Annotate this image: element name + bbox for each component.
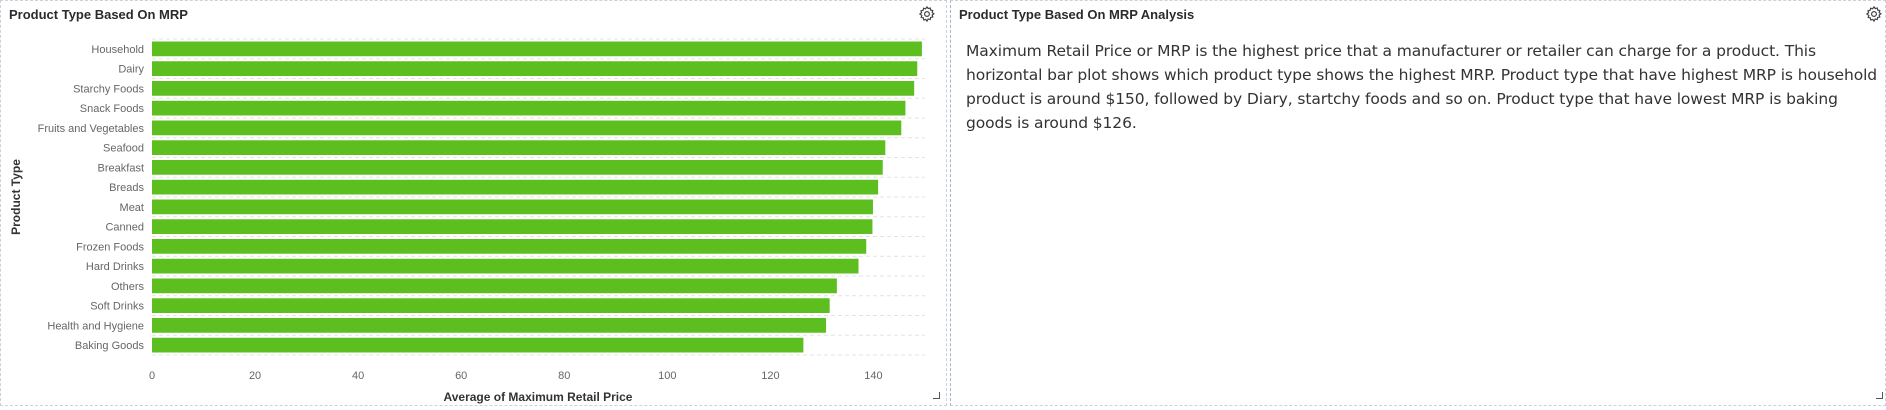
category-label: Breakfast: [98, 162, 144, 174]
category-label: Canned: [105, 222, 144, 234]
bar: [152, 179, 879, 195]
category-label: Hard Drinks: [86, 261, 145, 273]
bar: [152, 120, 902, 136]
bar: [152, 41, 922, 57]
bar: [152, 239, 867, 254]
category-label: Frozen Foods: [76, 241, 144, 253]
bar-chart: Household Dairy Starchy Foods Snack Foods Fr…: [9, 38, 925, 404]
category-label: Snack Foods: [80, 103, 145, 115]
x-axis-title: Average of Maximum Retail Price: [444, 390, 633, 404]
x-tick-label: 100: [658, 370, 676, 382]
gear-icon[interactable]: [1863, 3, 1885, 25]
bar: [152, 81, 915, 96]
category-label: Meat: [120, 202, 144, 214]
x-tick-label: 120: [761, 370, 779, 382]
x-tick-label: 80: [558, 370, 570, 382]
bar: [152, 298, 830, 313]
bar: [152, 140, 886, 155]
resize-handle[interactable]: [933, 392, 940, 399]
bar: [152, 278, 837, 294]
bar: [152, 337, 804, 353]
bar: [152, 61, 918, 76]
category-label: Soft Drinks: [90, 301, 144, 313]
category-label: Dairy: [118, 64, 144, 76]
category-label: Others: [111, 281, 145, 293]
x-tick-label: 140: [864, 370, 882, 382]
bar: [152, 199, 873, 215]
category-label: Breads: [109, 182, 144, 194]
x-tick-label: 20: [249, 370, 261, 382]
chart-panel-title: Product Type Based On MRP: [9, 7, 188, 22]
bar: [152, 219, 873, 234]
x-tick-label: 0: [149, 370, 155, 382]
category-label: Baking Goods: [75, 340, 145, 352]
bar: [152, 100, 906, 116]
analysis-panel: Product Type Based On MRP Analysis Maxim…: [950, 0, 1886, 406]
resize-handle[interactable]: [1876, 392, 1883, 399]
analysis-panel-title: Product Type Based On MRP Analysis: [959, 7, 1195, 22]
bar: [152, 318, 827, 333]
bar: [152, 258, 859, 274]
chart-panel: Product Type Based On MRP Household Dairy…: [0, 0, 947, 406]
bar: [152, 160, 883, 175]
x-tick-label: 40: [352, 370, 364, 382]
category-label: Household: [91, 44, 144, 56]
analysis-text: Maximum Retail Price or MRP is the highe…: [966, 42, 1878, 132]
category-label: Seafood: [103, 143, 144, 155]
x-tick-label: 60: [455, 370, 467, 382]
gear-icon[interactable]: [916, 3, 938, 25]
category-label: Fruits and Vegetables: [38, 123, 145, 135]
y-axis-title: Product Type: [9, 159, 23, 235]
category-label: Health and Hygiene: [47, 320, 144, 332]
category-label: Starchy Foods: [73, 83, 144, 95]
